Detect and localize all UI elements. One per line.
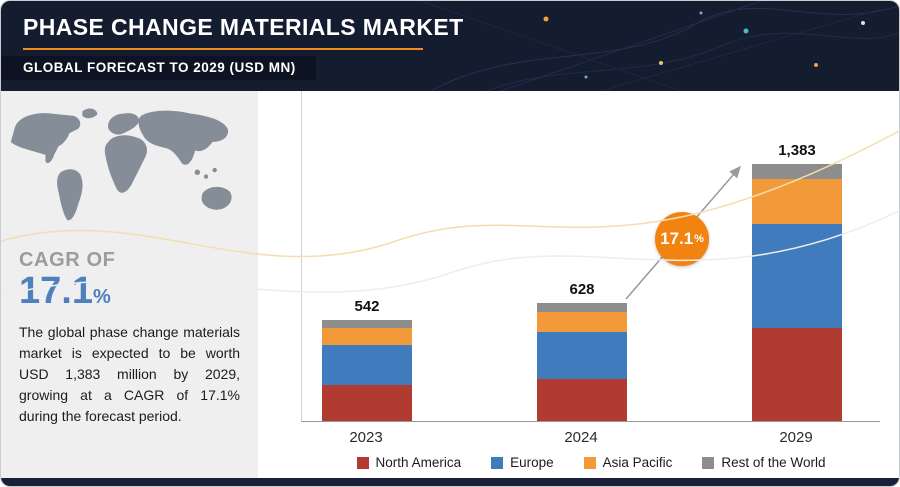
- market-description: The global phase change materials market…: [19, 323, 240, 424]
- bar-stack-2024: [537, 303, 627, 421]
- segment-rest-of-the-world-2023: [322, 320, 412, 328]
- segment-asia-pacific-2029: [752, 179, 842, 224]
- x-axis-label-2024: 2024: [564, 429, 598, 446]
- title-underline: [23, 48, 423, 50]
- legend-item-rest-of-the-world: Rest of the World: [702, 455, 825, 470]
- page-subtitle: GLOBAL FORECAST TO 2029 (USD MN): [1, 56, 316, 80]
- bar-2024: 628: [537, 281, 627, 421]
- cagr-label: CAGR OF: [19, 249, 116, 271]
- bar-stack-2023: [322, 320, 412, 421]
- legend-swatch-asia-pacific: [583, 456, 596, 469]
- legend-label-rest-of-the-world: Rest of the World: [721, 455, 826, 470]
- legend-item-asia-pacific: Asia Pacific: [583, 455, 673, 470]
- segment-rest-of-the-world-2029: [752, 164, 842, 179]
- chart-area: 542 628 1,383 17.1% North America Europe Asi…: [258, 91, 899, 478]
- plot-area: 542 628 1,383: [301, 91, 880, 422]
- content: CAGR OF 17.1% The global phase change ma…: [1, 91, 899, 478]
- page-title: PHASE CHANGE MATERIALS MARKET: [23, 14, 464, 40]
- sidebar: CAGR OF 17.1% The global phase change ma…: [1, 91, 258, 478]
- segment-rest-of-the-world-2024: [537, 303, 627, 312]
- legend-swatch-north-america: [356, 456, 369, 469]
- growth-rate-percent-sign: %: [694, 233, 704, 245]
- segment-asia-pacific-2024: [537, 312, 627, 332]
- bar-total-label-2023: 542: [354, 298, 380, 315]
- growth-rate-badge: 17.1%: [655, 212, 709, 266]
- bar-total-label-2029: 1,383: [778, 142, 816, 159]
- legend-item-north-america: North America: [356, 455, 462, 470]
- growth-rate-value: 17.1: [660, 229, 694, 248]
- segment-asia-pacific-2023: [322, 328, 412, 345]
- segment-europe-2029: [752, 224, 842, 328]
- segment-north-america-2029: [752, 328, 842, 421]
- cagr-number: 17.1: [19, 270, 93, 312]
- legend-swatch-europe: [491, 456, 504, 469]
- header: PHASE CHANGE MATERIALS MARKET GLOBAL FOR…: [1, 1, 899, 91]
- world-map: [10, 108, 232, 221]
- segment-europe-2023: [322, 345, 412, 385]
- header-network-decoration: [420, 1, 899, 91]
- x-axis-label-2023: 2023: [349, 429, 383, 446]
- footer-bar: [1, 478, 899, 486]
- legend-label-europe: Europe: [510, 455, 554, 470]
- cagr-value: 17.1%: [19, 270, 240, 312]
- legend-label-north-america: North America: [375, 455, 462, 470]
- segment-north-america-2024: [537, 379, 627, 421]
- chart-legend: North America Europe Asia Pacific Rest of t…: [301, 455, 881, 470]
- bar-total-label-2024: 628: [569, 281, 595, 298]
- segment-north-america-2023: [322, 385, 412, 421]
- legend-swatch-rest-of-the-world: [702, 456, 715, 469]
- legend-item-europe: Europe: [491, 455, 554, 470]
- cagr-percent-sign: %: [92, 286, 111, 308]
- bar-stack-2029: [752, 164, 842, 421]
- x-axis-label-2029: 2029: [779, 429, 813, 446]
- bar-2023: 542: [322, 298, 412, 421]
- legend-label-asia-pacific: Asia Pacific: [602, 455, 673, 470]
- segment-europe-2024: [537, 332, 627, 379]
- bar-2029: 1,383: [752, 142, 842, 421]
- cagr-block: CAGR OF 17.1%: [19, 249, 240, 312]
